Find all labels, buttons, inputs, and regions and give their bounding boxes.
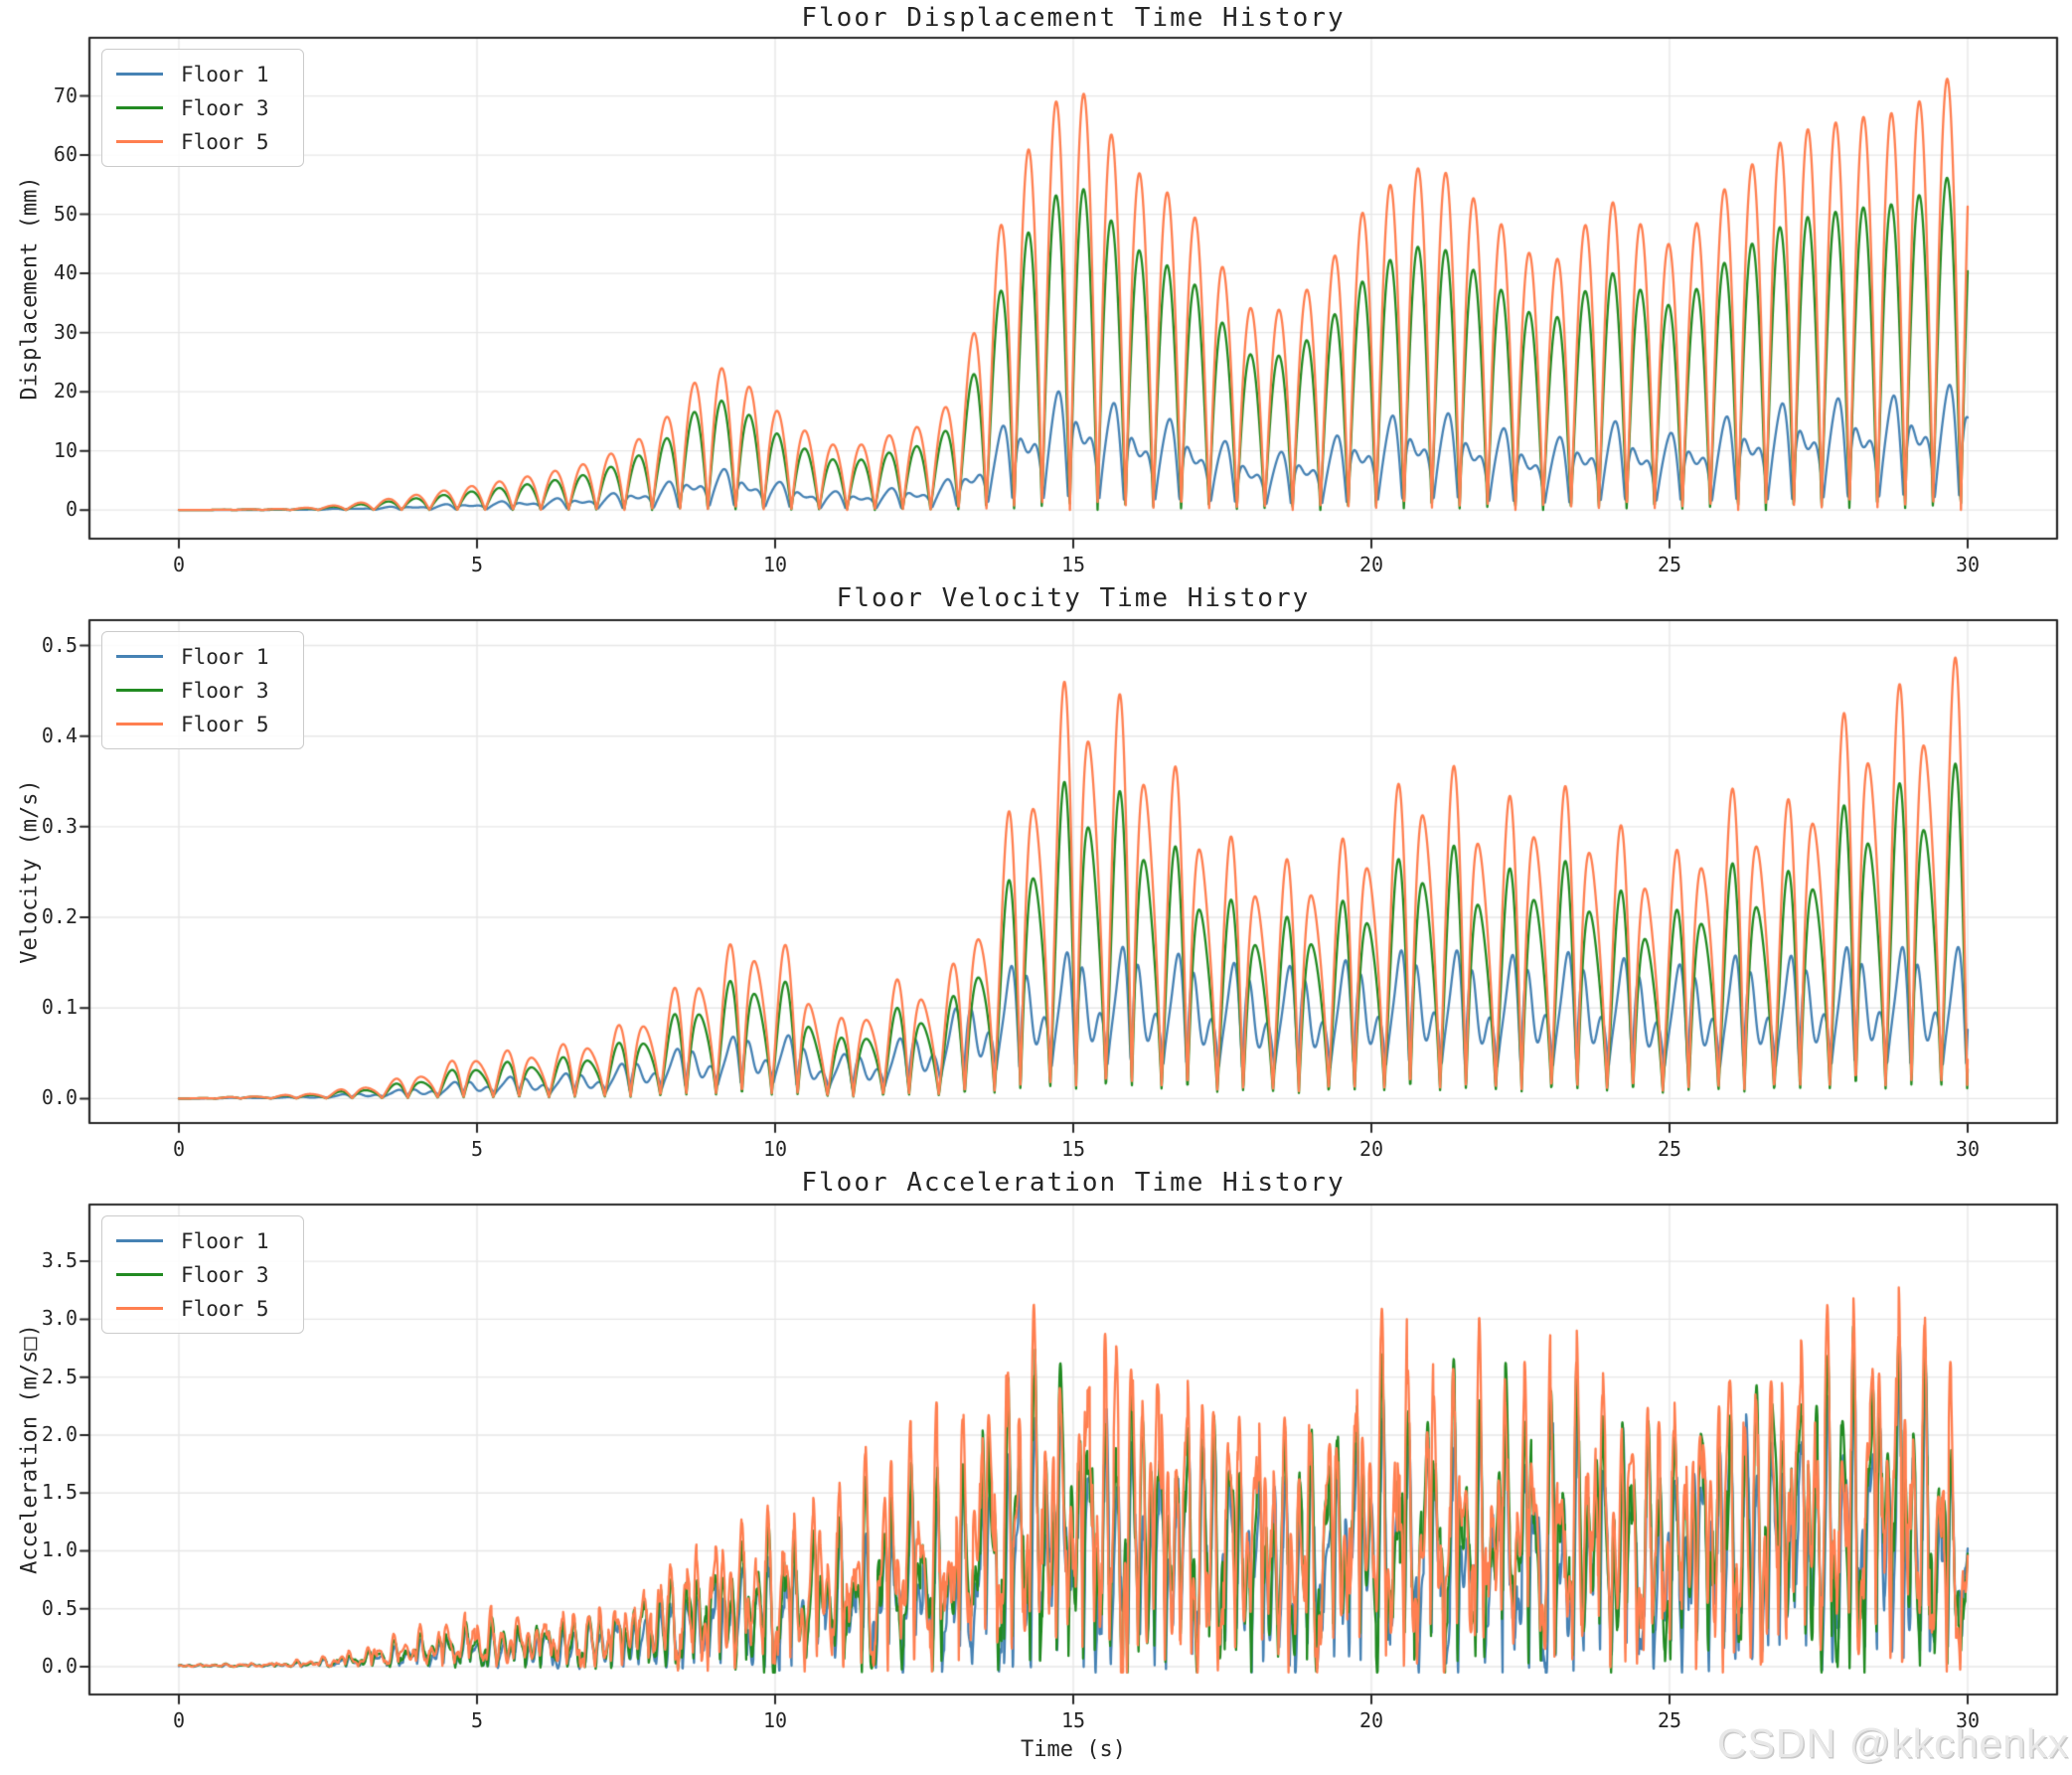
legend-item-label: Floor 3 (181, 95, 269, 120)
y-tick-label: 0.3 (41, 813, 78, 838)
legend-item: Floor 1 (116, 1225, 269, 1256)
x-tick-label: 20 (1358, 1708, 1384, 1732)
x-tick-label: 20 (1358, 1137, 1384, 1161)
x-tick-label: 20 (1358, 553, 1384, 576)
y-tick-label: 0 (65, 497, 78, 522)
y-tick-label: 3.0 (41, 1306, 78, 1331)
legend-item: Floor 5 (116, 709, 269, 739)
x-tick-label: 5 (470, 553, 484, 576)
x-tick-label: 0 (172, 553, 186, 576)
y-tick-label: 40 (53, 260, 78, 285)
y-tick-label: 3.5 (41, 1248, 78, 1273)
x-tick-label: 25 (1657, 1137, 1682, 1161)
legend-line-swatch (116, 1239, 163, 1242)
x-tick-label: 30 (1955, 1708, 1981, 1732)
x-tick-label: 15 (1060, 1708, 1086, 1732)
legend-item-label: Floor 5 (181, 712, 269, 736)
legend: Floor 1 Floor 3 Floor 5 (101, 1215, 304, 1334)
x-tick-label: 5 (470, 1137, 484, 1161)
legend-item-label: Floor 5 (181, 129, 269, 154)
y-tick-label: 20 (53, 379, 78, 403)
y-tick-label: 50 (53, 201, 78, 226)
y-axis-label-acceleration: Acceleration (m/s□) (17, 1324, 43, 1574)
y-tick-label: 0.0 (41, 1654, 78, 1679)
legend-line-swatch (116, 106, 163, 109)
y-tick-label: 1.5 (41, 1480, 78, 1505)
y-tick-label: 30 (53, 319, 78, 344)
legend: Floor 1 Floor 3 Floor 5 (101, 631, 304, 749)
legend-line-swatch (116, 1273, 163, 1276)
legend-item-label: Floor 1 (181, 1228, 269, 1253)
x-tick-label: 30 (1955, 553, 1981, 576)
y-tick-label: 0.4 (41, 723, 78, 747)
legend-item: Floor 3 (116, 1259, 269, 1290)
x-tick-label: 0 (172, 1137, 186, 1161)
legend-line-swatch (116, 723, 163, 726)
chart-title-acceleration: Floor Acceleration Time History (801, 1168, 1346, 1198)
x-tick-label: 10 (762, 1137, 788, 1161)
legend-item-label: Floor 5 (181, 1296, 269, 1321)
y-axis-label-velocity: Velocity (m/s) (17, 779, 43, 964)
y-tick-label: 70 (53, 82, 78, 107)
legend-item: Floor 3 (116, 675, 269, 706)
legend-item-label: Floor 1 (181, 62, 269, 86)
x-tick-label: 10 (762, 1708, 788, 1732)
legend-item-label: Floor 1 (181, 644, 269, 669)
y-tick-label: 0.0 (41, 1085, 78, 1110)
watermark: CSDN @kkchenkx (1716, 1720, 2069, 1766)
y-tick-label: 0.1 (41, 995, 78, 1020)
x-tick-label: 15 (1060, 1137, 1086, 1161)
chart-title-displacement: Floor Displacement Time History (801, 3, 1346, 33)
legend: Floor 1 Floor 3 Floor 5 (101, 49, 304, 167)
legend-line-swatch (116, 1307, 163, 1310)
legend-item: Floor 3 (116, 92, 269, 123)
x-tick-label: 15 (1060, 553, 1086, 576)
x-tick-label: 10 (762, 553, 788, 576)
y-tick-label: 2.5 (41, 1364, 78, 1388)
y-tick-label: 1.0 (41, 1537, 78, 1562)
legend-item: Floor 1 (116, 641, 269, 672)
y-tick-label: 10 (53, 437, 78, 462)
legend-item-label: Floor 3 (181, 1262, 269, 1287)
y-tick-label: 0.5 (41, 1595, 78, 1620)
x-tick-label: 0 (172, 1708, 186, 1732)
x-tick-label: 5 (470, 1708, 484, 1732)
x-axis-label-time: Time (s) (1021, 1737, 1126, 1762)
y-tick-label: 2.0 (41, 1421, 78, 1446)
legend-line-swatch (116, 140, 163, 143)
legend-item: Floor 5 (116, 126, 269, 157)
chart-title-velocity: Floor Velocity Time History (836, 583, 1311, 613)
x-tick-label: 25 (1657, 1708, 1682, 1732)
x-tick-label: 30 (1955, 1137, 1981, 1161)
legend-item-label: Floor 3 (181, 678, 269, 703)
legend-line-swatch (116, 689, 163, 692)
x-tick-label: 25 (1657, 553, 1682, 576)
legend-item: Floor 5 (116, 1293, 269, 1324)
legend-line-swatch (116, 655, 163, 658)
legend-item: Floor 1 (116, 59, 269, 89)
legend-line-swatch (116, 73, 163, 76)
y-tick-label: 0.5 (41, 632, 78, 657)
y-tick-label: 0.2 (41, 904, 78, 929)
y-tick-label: 60 (53, 142, 78, 167)
